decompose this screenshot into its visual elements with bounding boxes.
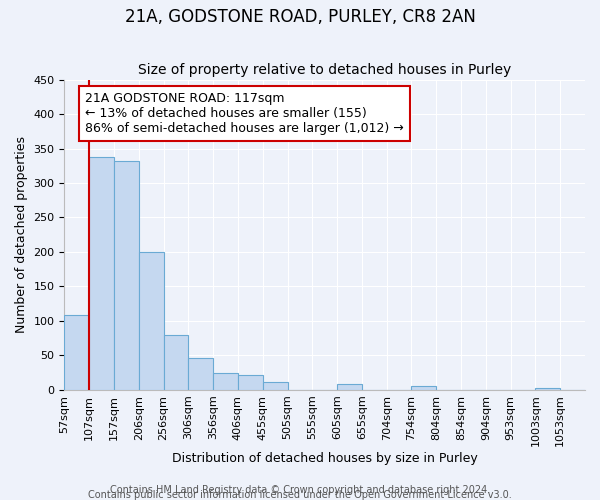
Bar <box>64 316 89 390</box>
Y-axis label: Number of detached properties: Number of detached properties <box>15 136 28 333</box>
Text: 21A, GODSTONE ROAD, PURLEY, CR8 2AN: 21A, GODSTONE ROAD, PURLEY, CR8 2AN <box>125 8 475 26</box>
Bar <box>337 384 362 390</box>
Title: Size of property relative to detached houses in Purley: Size of property relative to detached ho… <box>138 63 511 77</box>
Bar <box>114 161 139 390</box>
Bar <box>164 334 188 390</box>
Bar <box>213 372 238 390</box>
X-axis label: Distribution of detached houses by size in Purley: Distribution of detached houses by size … <box>172 452 478 465</box>
Text: Contains public sector information licensed under the Open Government Licence v3: Contains public sector information licen… <box>88 490 512 500</box>
Bar <box>535 388 560 390</box>
Bar <box>238 374 263 390</box>
Bar <box>412 386 436 390</box>
Bar <box>89 158 114 390</box>
Text: Contains HM Land Registry data © Crown copyright and database right 2024.: Contains HM Land Registry data © Crown c… <box>110 485 490 495</box>
Bar <box>188 358 213 390</box>
Bar <box>263 382 287 390</box>
Bar <box>139 252 164 390</box>
Text: 21A GODSTONE ROAD: 117sqm
← 13% of detached houses are smaller (155)
86% of semi: 21A GODSTONE ROAD: 117sqm ← 13% of detac… <box>85 92 404 135</box>
